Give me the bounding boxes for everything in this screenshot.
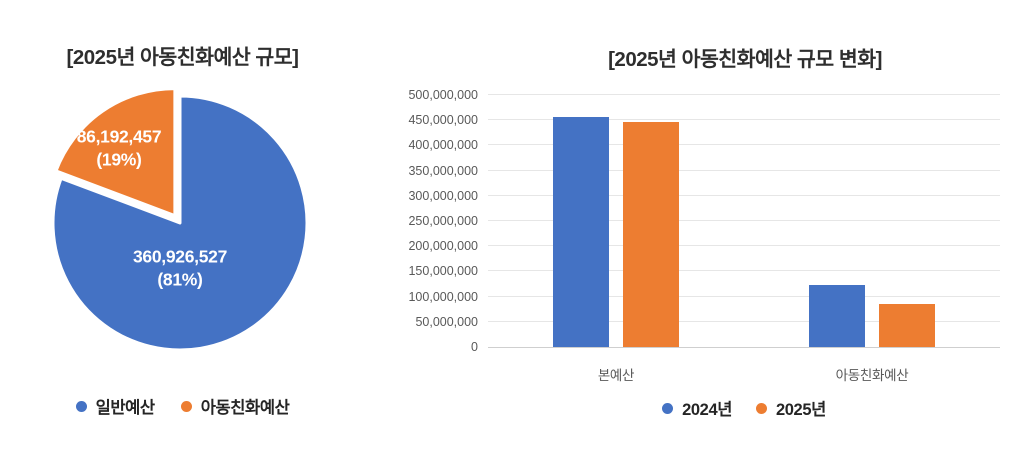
y-axis-tick-label: 500,000,000 xyxy=(408,88,478,102)
gridline xyxy=(488,94,1000,95)
legend-label: 아동친화예산 xyxy=(200,399,290,417)
pie-data-label-child-budget: 86,192,457 (19%) xyxy=(76,126,162,169)
y-axis-tick-label: 200,000,000 xyxy=(408,239,478,254)
y-axis-tick-label: 300,000,000 xyxy=(408,188,478,203)
pie-data-label-general-budget: 360,926,527 (81%) xyxy=(132,246,228,289)
legend-dot-icon xyxy=(180,400,192,412)
bar-2024년-본예산 xyxy=(553,116,609,347)
legend-dot-icon xyxy=(75,400,87,412)
pie-chart: 360,926,527 (81%) 86,192,457 (19%) xyxy=(45,87,315,358)
gridline xyxy=(488,295,1000,297)
gridline xyxy=(488,320,1000,322)
y-axis-tick-label: 50,000,000 xyxy=(415,314,478,329)
bar-2025년-아동친화예산 xyxy=(879,303,935,347)
legend-item-일반예산: 일반예산 xyxy=(75,394,156,418)
legend-item-2025년: 2025년 xyxy=(756,396,826,420)
legend-label: 2024년 xyxy=(682,401,732,419)
gridline xyxy=(488,119,1000,121)
gridline xyxy=(488,220,1000,221)
bar-2025년-본예산 xyxy=(623,121,679,347)
gridline xyxy=(488,245,1000,247)
pie-chart-title: [2025년 아동친화예산 규모] xyxy=(66,46,299,69)
y-axis-tick-label: 0 xyxy=(471,340,478,354)
legend-dot-icon xyxy=(662,402,674,414)
legend-dot-icon xyxy=(756,402,767,414)
y-axis-tick-label: 450,000,000 xyxy=(408,113,478,128)
legend-item-아동친화예산: 아동친화예산 xyxy=(180,394,290,418)
y-axis-tick-label: 350,000,000 xyxy=(408,163,478,178)
legend-label: 2025년 xyxy=(776,401,826,419)
pie-slice-child-budget xyxy=(54,87,177,218)
gridline xyxy=(488,270,1000,272)
pie-graphic xyxy=(51,87,309,352)
legend-item-2024년: 2024년 xyxy=(662,396,732,420)
x-axis-label-main-budget: 본예산 xyxy=(597,368,635,383)
bar-plot-area xyxy=(488,94,1000,348)
bar-legend: 2024년 2025년 xyxy=(488,396,1000,420)
gridline xyxy=(488,144,1000,146)
y-axis-tick-label: 100,000,000 xyxy=(408,289,478,304)
pie-slice-general-budget xyxy=(51,94,309,352)
y-axis-tick-label: 150,000,000 xyxy=(408,264,478,279)
pie-legend: 일반예산 아동친화예산 xyxy=(30,394,335,418)
bar-chart-title: [2025년 아동친화예산 규모 변화] xyxy=(608,48,882,71)
legend-label: 일반예산 xyxy=(95,399,156,417)
y-axis-tick-label: 400,000,000 xyxy=(408,138,478,153)
gridline xyxy=(488,194,1000,196)
bar-2024년-아동친화예산 xyxy=(809,284,865,347)
x-axis-label-child-budget: 아동친화예산 xyxy=(835,368,909,383)
y-axis-tick-label: 250,000,000 xyxy=(408,214,478,228)
gridline xyxy=(488,169,1000,171)
